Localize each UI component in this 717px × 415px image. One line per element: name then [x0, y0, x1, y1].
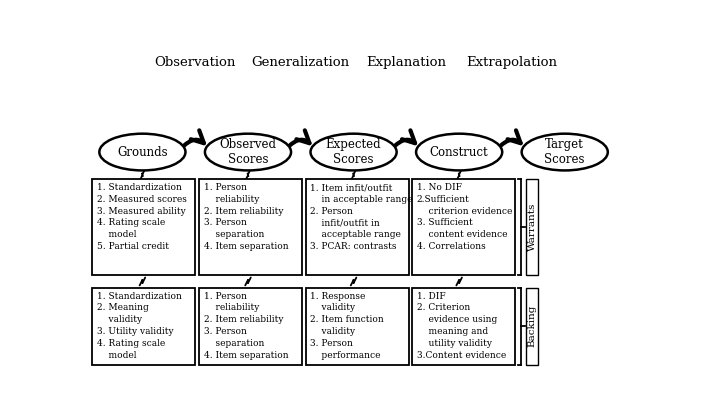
Text: Construct: Construct [429, 146, 488, 159]
Text: Extrapolation: Extrapolation [467, 56, 557, 69]
Text: Expected
Scores: Expected Scores [326, 138, 381, 166]
Ellipse shape [205, 134, 291, 171]
Text: Grounds: Grounds [117, 146, 168, 159]
FancyBboxPatch shape [412, 179, 516, 275]
FancyBboxPatch shape [92, 288, 195, 364]
Text: Observed
Scores: Observed Scores [219, 138, 277, 166]
Text: Warrants: Warrants [528, 203, 536, 251]
FancyBboxPatch shape [305, 288, 409, 364]
Text: 1. DIF
2. Criterion
    evidence using
    meaning and
    utility validity
3.Co: 1. DIF 2. Criterion evidence using meani… [417, 292, 506, 360]
FancyBboxPatch shape [199, 179, 302, 275]
FancyBboxPatch shape [199, 288, 302, 364]
Text: Backing: Backing [528, 305, 536, 347]
Text: Generalization: Generalization [252, 56, 350, 69]
Ellipse shape [100, 134, 186, 171]
Ellipse shape [416, 134, 502, 171]
Text: 1. Standardization
2. Meaning
    validity
3. Utility validity
4. Rating scale
 : 1. Standardization 2. Meaning validity 3… [97, 292, 181, 360]
Text: 1. No DIF
2.Sufficient
    criterion evidence
3. Sufficient
    content evidence: 1. No DIF 2.Sufficient criterion evidenc… [417, 183, 512, 251]
Text: 1. Person
    reliability
2. Item reliability
3. Person
    separation
4. Item s: 1. Person reliability 2. Item reliabilit… [204, 183, 288, 251]
Ellipse shape [522, 134, 608, 171]
FancyBboxPatch shape [92, 179, 195, 275]
FancyBboxPatch shape [526, 288, 538, 364]
Text: 1. Response
    validity
2. Item function
    validity
3. Person
    performance: 1. Response validity 2. Item function va… [310, 292, 384, 360]
Text: 1. Item infit/outfit
    in acceptable range
2. Person
    infit/outfit in
    a: 1. Item infit/outfit in acceptable range… [310, 183, 413, 251]
Text: Target
Scores: Target Scores [544, 138, 585, 166]
FancyBboxPatch shape [305, 179, 409, 275]
Text: 1. Standardization
2. Measured scores
3. Measured ability
4. Rating scale
    mo: 1. Standardization 2. Measured scores 3.… [97, 183, 186, 251]
Text: Explanation: Explanation [366, 56, 447, 69]
Ellipse shape [310, 134, 397, 171]
Text: Observation: Observation [155, 56, 236, 69]
FancyBboxPatch shape [526, 179, 538, 275]
Text: 1. Person
    reliability
2. Item reliability
3. Person
    separation
4. Item s: 1. Person reliability 2. Item reliabilit… [204, 292, 288, 360]
FancyBboxPatch shape [412, 288, 516, 364]
